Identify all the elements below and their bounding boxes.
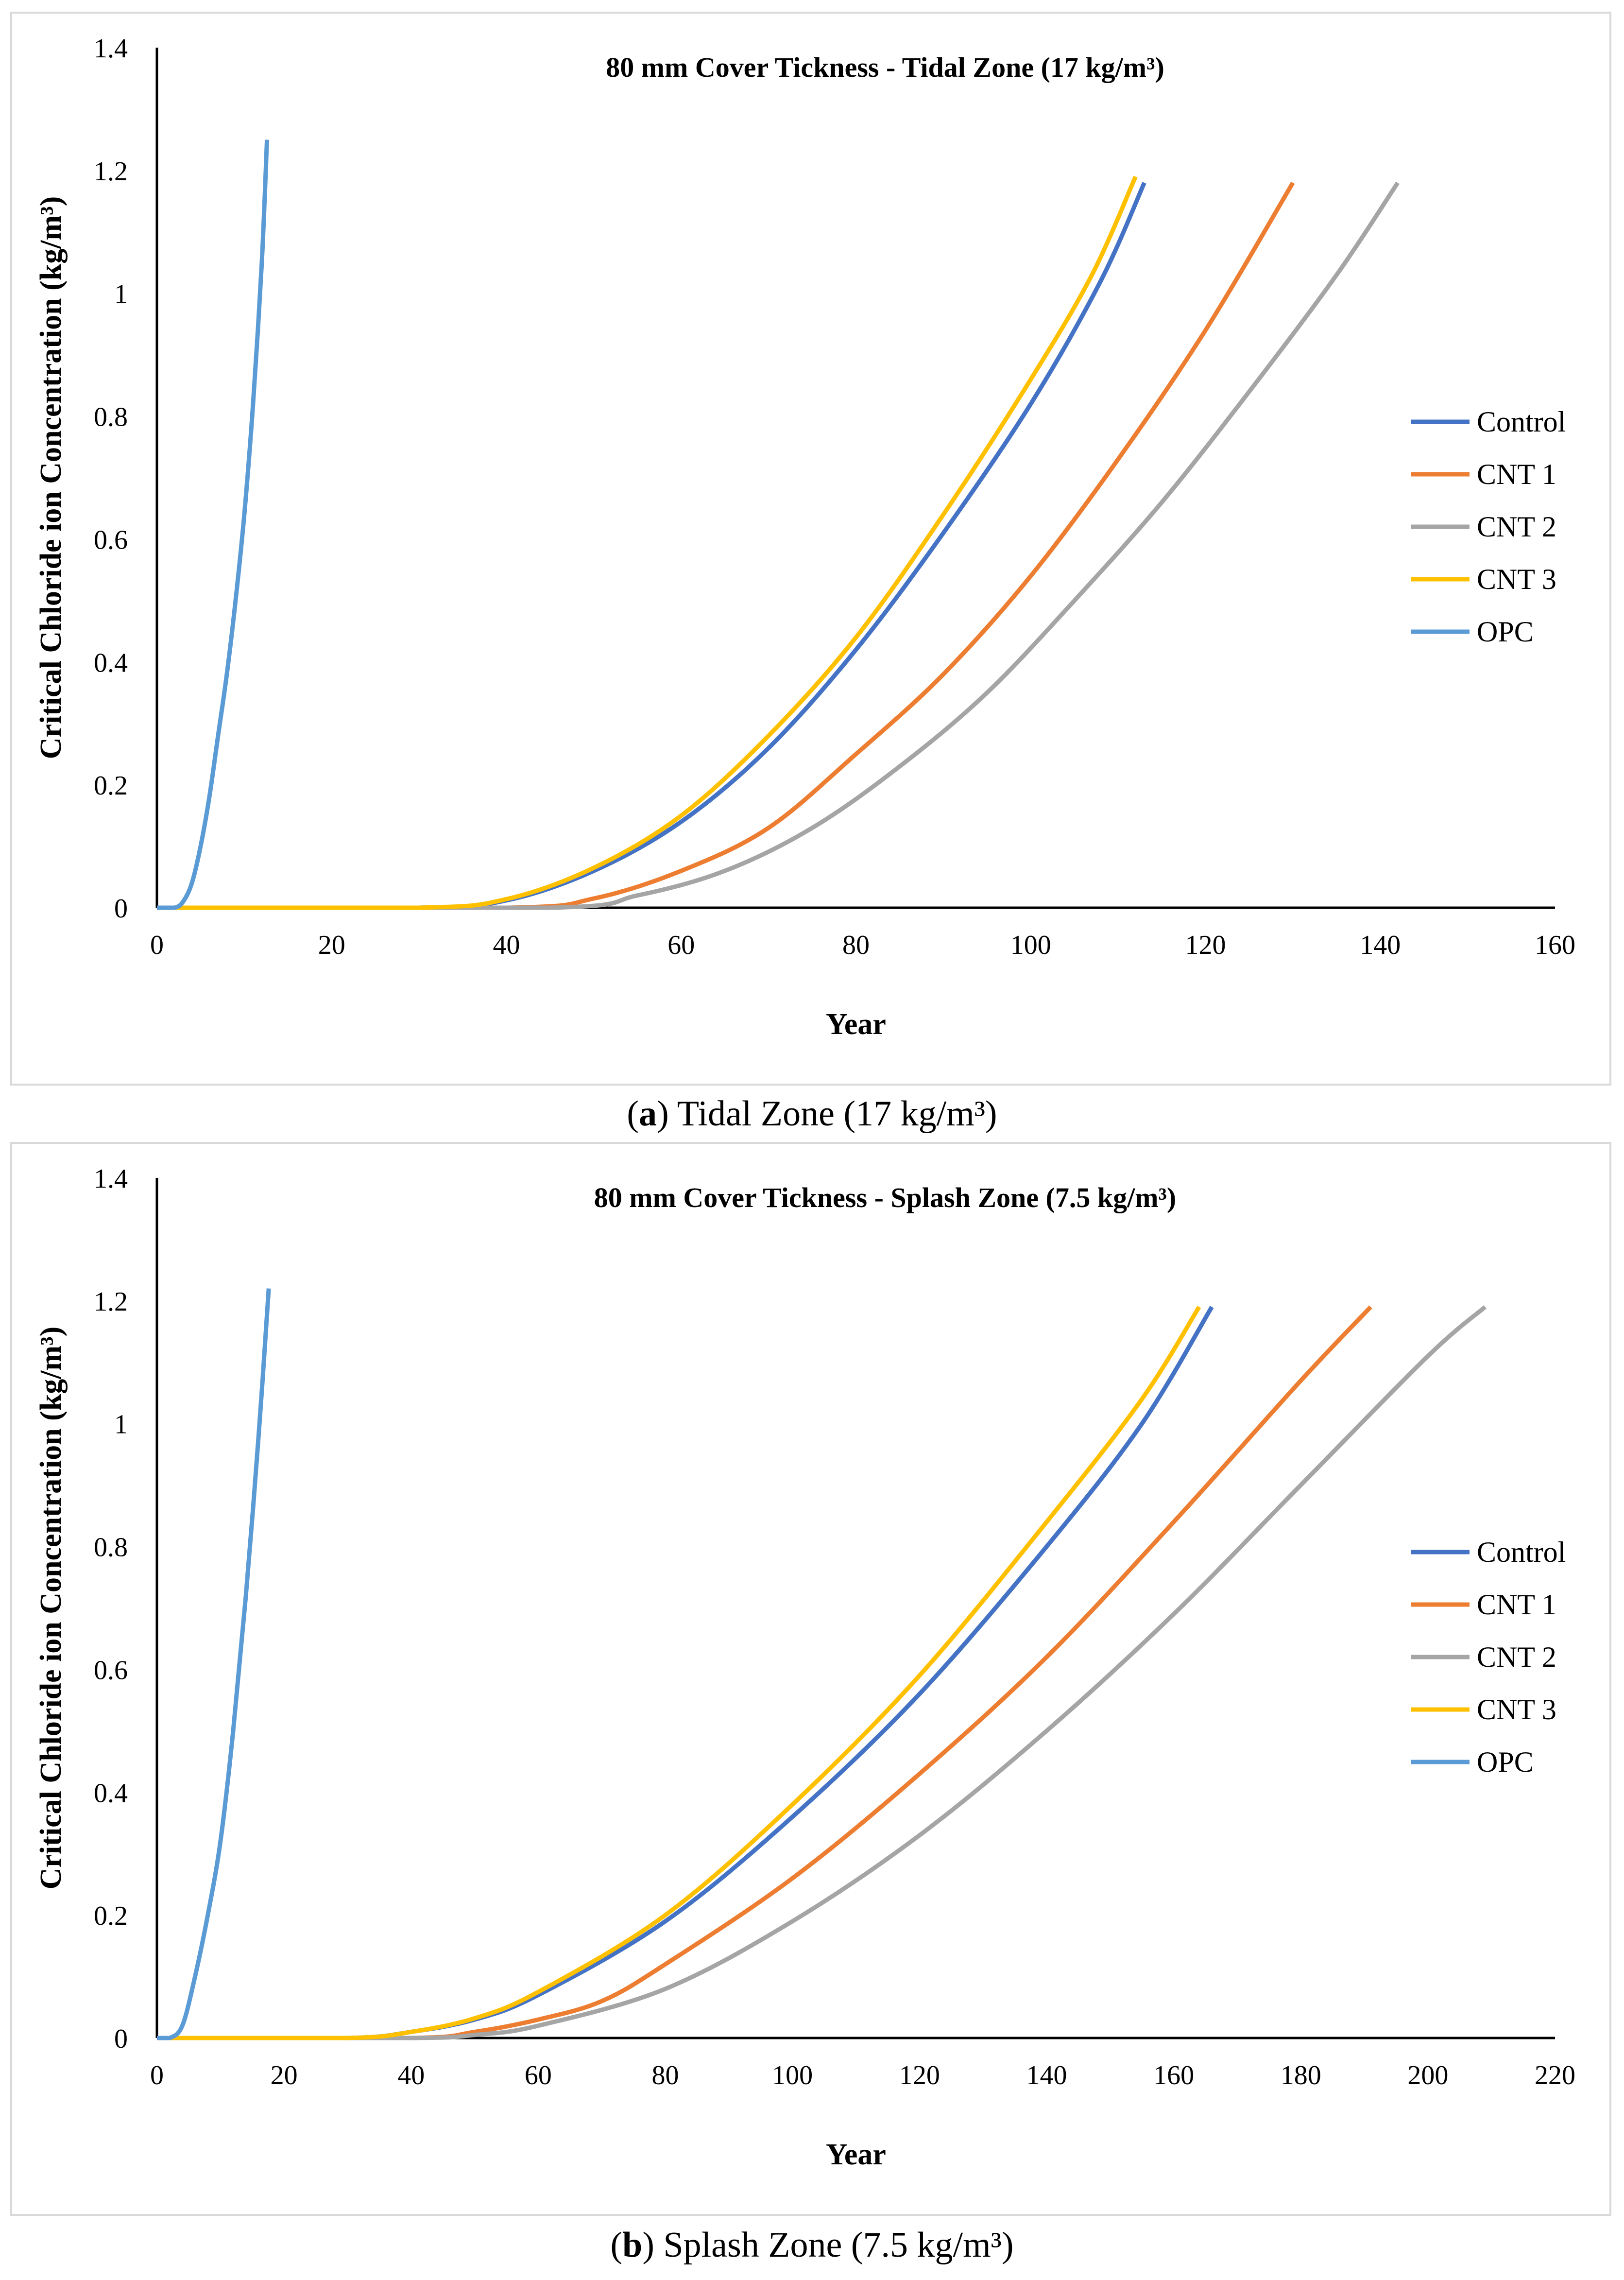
legend-label-control: Control (1477, 406, 1566, 438)
caption-text: ) Tidal Zone (17 kg/m³) (657, 1094, 997, 1134)
x-tick-label: 180 (1281, 2060, 1321, 2090)
chart-panel-splash: 80 mm Cover Tickness - Splash Zone (7.5 … (10, 1142, 1611, 2216)
legend-label-cnt-3: CNT 3 (1477, 1693, 1556, 1726)
legend-label-control: Control (1477, 1536, 1566, 1568)
y-tick-label: 1.4 (94, 1164, 128, 1194)
x-tick-label: 120 (1185, 930, 1226, 960)
x-tick-label: 60 (525, 2060, 552, 2090)
series-line-opc (156, 1288, 271, 2040)
legend-label-opc: OPC (1477, 616, 1534, 648)
y-tick-label: 0 (114, 894, 128, 924)
x-tick-label: 100 (772, 2060, 813, 2090)
y-tick-label: 0.8 (94, 402, 128, 432)
x-tick-label: 80 (652, 2060, 679, 2090)
chart-tidal-zone: 80 mm Cover Tickness - Tidal Zone (17 kg… (34, 34, 1575, 1041)
x-tick-label: 60 (667, 930, 695, 960)
x-tick-label: 80 (842, 930, 870, 960)
y-tick-label: 0.6 (94, 525, 128, 555)
legend-label-cnt-2: CNT 2 (1477, 1641, 1556, 1673)
x-tick-label: 160 (1153, 2060, 1194, 2090)
y-tick-label: 0.4 (94, 1778, 128, 1808)
y-tick-label: 1 (114, 279, 128, 310)
series-line-cnt-2 (156, 181, 1400, 910)
x-tick-label: 120 (899, 2060, 940, 2090)
x-axis-title: Year (826, 1008, 886, 1041)
caption-letter: a (639, 1094, 657, 1134)
series-line-control (156, 182, 1146, 910)
y-tick-label: 0.2 (94, 771, 128, 801)
series-line-cnt-2 (156, 1305, 1487, 2040)
y-tick-label: 0 (114, 2024, 128, 2054)
legend-label-cnt-3: CNT 3 (1477, 563, 1556, 595)
series-line-cnt-1 (156, 1305, 1372, 2040)
x-tick-label: 140 (1360, 930, 1401, 960)
caption-open: ( (627, 1094, 639, 1134)
chart-title: 80 mm Cover Tickness - Splash Zone (7.5 … (594, 1182, 1176, 1213)
y-tick-label: 1 (114, 1410, 128, 1440)
y-axis-title: Critical Chloride ion Concentration (kg/… (34, 1327, 68, 1890)
x-tick-label: 100 (1010, 930, 1051, 960)
legend-label-cnt-1: CNT 1 (1477, 458, 1556, 490)
y-tick-label: 1.2 (94, 1287, 128, 1317)
legend-label-cnt-1: CNT 1 (1477, 1589, 1556, 1621)
chart-splash-zone: 80 mm Cover Tickness - Splash Zone (7.5 … (34, 1164, 1575, 2171)
x-tick-label: 140 (1026, 2060, 1067, 2090)
x-tick-label: 20 (318, 930, 345, 960)
series-line-cnt-3 (156, 175, 1138, 910)
caption-text: ) Splash Zone (7.5 kg/m³) (642, 2225, 1014, 2265)
y-tick-label: 0.8 (94, 1533, 128, 1563)
caption-letter: b (622, 2225, 643, 2265)
x-tick-label: 200 (1407, 2060, 1448, 2090)
x-tick-label: 0 (150, 930, 164, 960)
x-tick-label: 20 (271, 2060, 298, 2090)
y-tick-label: 1.4 (94, 34, 128, 64)
chart-panel-tidal: 80 mm Cover Tickness - Tidal Zone (17 kg… (10, 12, 1611, 1086)
x-tick-label: 40 (397, 2060, 425, 2090)
y-tick-label: 1.2 (94, 156, 128, 187)
legend-label-opc: OPC (1477, 1746, 1534, 1778)
series-line-control (156, 1306, 1214, 2040)
caption-tidal: (a) Tidal Zone (17 kg/m³) (0, 1093, 1624, 1135)
x-tick-label: 160 (1535, 930, 1575, 960)
caption-open: ( (610, 2225, 623, 2265)
chart-title: 80 mm Cover Tickness - Tidal Zone (17 kg… (606, 52, 1164, 83)
x-axis-title: Year (826, 2138, 886, 2171)
y-axis-title: Critical Chloride ion Concentration (kg/… (34, 196, 68, 760)
caption-splash: (b) Splash Zone (7.5 kg/m³) (0, 2225, 1624, 2266)
x-tick-label: 0 (150, 2060, 164, 2090)
series-line-cnt-3 (156, 1306, 1201, 2040)
x-tick-label: 220 (1535, 2060, 1575, 2090)
x-tick-label: 40 (493, 930, 520, 960)
y-tick-label: 0.6 (94, 1655, 128, 1685)
y-tick-label: 0.2 (94, 1901, 128, 1931)
series-line-opc (156, 139, 270, 910)
y-tick-label: 0.4 (94, 648, 128, 678)
legend-label-cnt-2: CNT 2 (1477, 511, 1556, 543)
